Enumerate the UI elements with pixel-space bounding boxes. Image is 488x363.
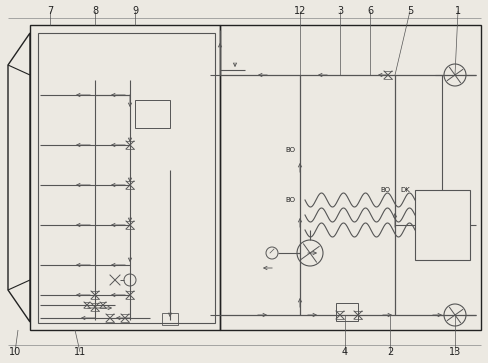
Bar — [38, 33, 215, 323]
Bar — [135, 100, 170, 128]
Bar — [414, 190, 469, 260]
Text: 8: 8 — [92, 6, 98, 16]
Text: 5: 5 — [406, 6, 412, 16]
Bar — [335, 303, 357, 321]
Bar — [220, 25, 480, 330]
Text: 9: 9 — [132, 6, 138, 16]
Text: 10: 10 — [9, 347, 21, 357]
Text: BO: BO — [379, 187, 389, 193]
Text: 3: 3 — [336, 6, 343, 16]
Bar — [30, 25, 220, 330]
Text: 1: 1 — [454, 6, 460, 16]
Text: DK: DK — [399, 187, 409, 193]
Text: BO: BO — [285, 147, 294, 153]
Text: 13: 13 — [448, 347, 460, 357]
Text: 11: 11 — [74, 347, 86, 357]
Text: 4: 4 — [341, 347, 347, 357]
Bar — [162, 313, 178, 325]
Text: 7: 7 — [47, 6, 53, 16]
Text: BO: BO — [285, 197, 294, 203]
Text: 12: 12 — [293, 6, 305, 16]
Text: 2: 2 — [386, 347, 392, 357]
Text: 6: 6 — [366, 6, 372, 16]
